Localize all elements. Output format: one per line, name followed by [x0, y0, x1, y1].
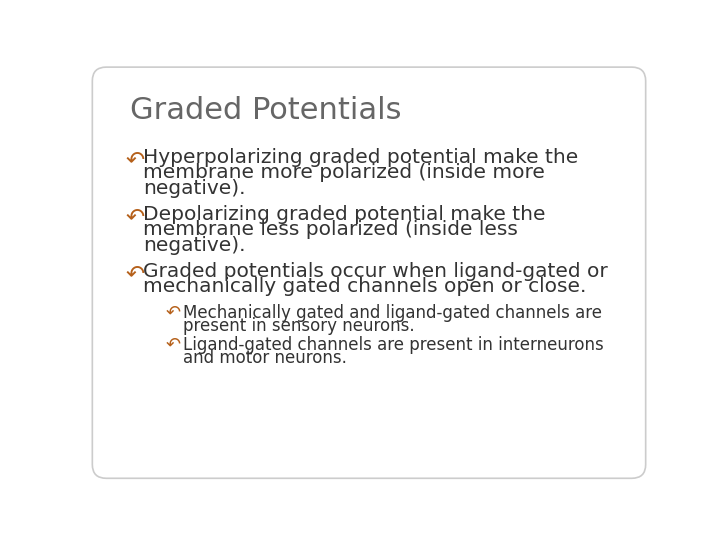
Text: Ligand-gated channels are present in interneurons: Ligand-gated channels are present in int…: [183, 336, 604, 354]
Text: Depolarizing graded potential make the: Depolarizing graded potential make the: [143, 205, 545, 224]
Text: Hyperpolarizing graded potential make the: Hyperpolarizing graded potential make th…: [143, 148, 578, 167]
Text: and motor neurons.: and motor neurons.: [183, 349, 347, 367]
FancyBboxPatch shape: [92, 67, 646, 478]
Text: ↶: ↶: [166, 303, 181, 321]
Text: present in sensory neurons.: present in sensory neurons.: [183, 316, 415, 335]
Text: ↶: ↶: [126, 205, 145, 228]
Text: Graded potentials occur when ligand-gated or: Graded potentials occur when ligand-gate…: [143, 262, 608, 281]
Text: negative).: negative).: [143, 179, 246, 198]
Text: ↶: ↶: [166, 336, 181, 354]
Text: mechanically gated channels open or close.: mechanically gated channels open or clos…: [143, 278, 586, 296]
Text: negative).: negative).: [143, 236, 246, 255]
Text: membrane less polarized (inside less: membrane less polarized (inside less: [143, 220, 518, 239]
Text: membrane more polarized (inside more: membrane more polarized (inside more: [143, 164, 544, 183]
Text: ↶: ↶: [126, 262, 145, 285]
Text: Graded Potentials: Graded Potentials: [130, 96, 402, 125]
Text: ↶: ↶: [126, 148, 145, 171]
Text: Mechanically gated and ligand-gated channels are: Mechanically gated and ligand-gated chan…: [183, 303, 602, 321]
